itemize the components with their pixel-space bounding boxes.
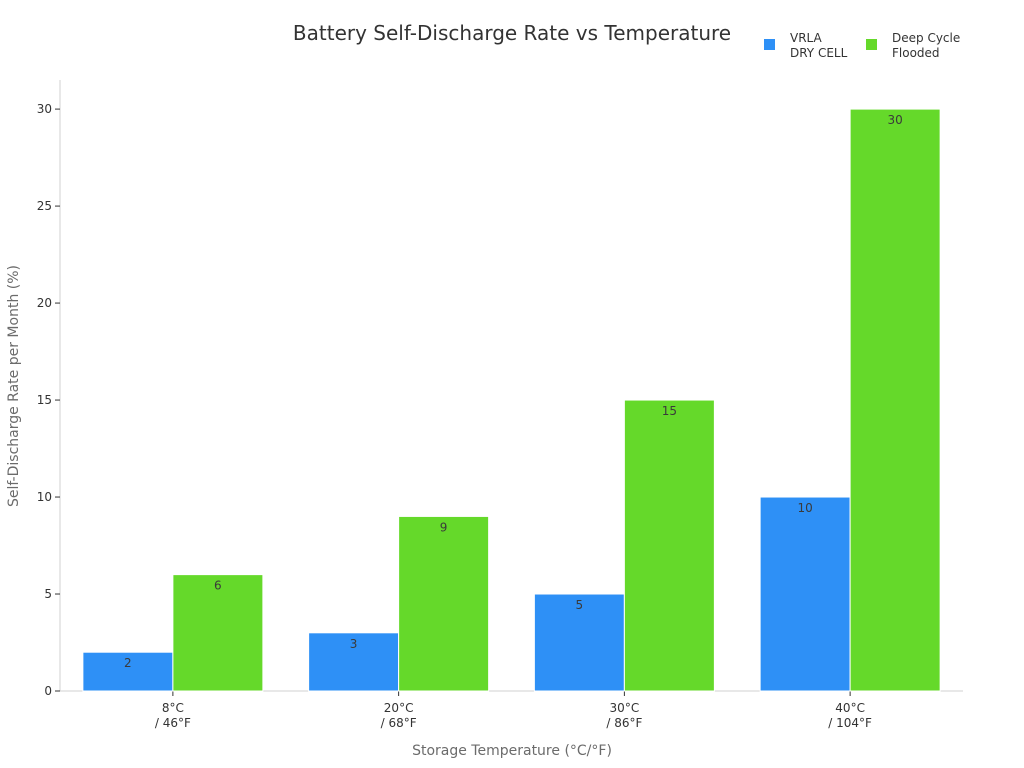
legend-swatch: [866, 39, 877, 50]
legend-label: Deep Cycle Flooded: [892, 31, 960, 60]
y-tick-label: 20: [37, 296, 52, 310]
x-tick-label-line: 8°C: [162, 701, 184, 715]
x-tick-label-line: 40°C: [835, 701, 865, 715]
x-tick-label-line: 30°C: [610, 701, 640, 715]
bar: [759, 496, 851, 692]
x-tick-label-line: / 104°F: [828, 716, 872, 730]
y-tick-label: 30: [37, 102, 52, 116]
legend-label-line: Flooded: [892, 46, 940, 60]
x-tick-label-line: 20°C: [384, 701, 414, 715]
x-tick-label: 40°C/ 104°F: [828, 701, 872, 730]
x-axis-label: Storage Temperature (°C/°F): [412, 743, 612, 759]
bar: [849, 108, 941, 692]
bars: [82, 108, 941, 692]
bar: [398, 515, 490, 692]
legend-swatch: [764, 39, 775, 50]
data-label: 15: [662, 404, 677, 418]
bar: [308, 632, 400, 692]
data-label: 10: [797, 501, 812, 515]
y-tick-label: 15: [37, 393, 52, 407]
y-tick-label: 5: [44, 587, 52, 601]
y-tick-label: 10: [37, 490, 52, 504]
x-tick-label-line: / 86°F: [606, 716, 642, 730]
x-tick-label: 20°C/ 68°F: [381, 701, 417, 730]
x-tick-label-line: / 68°F: [381, 716, 417, 730]
y-tick-label: 25: [37, 199, 52, 213]
legend-label: VRLA DRY CELL: [790, 31, 848, 60]
legend-label-line: Deep Cycle: [892, 31, 960, 45]
data-label: 30: [887, 113, 902, 127]
data-label: 3: [350, 637, 358, 651]
data-label: 6: [214, 579, 222, 593]
legend-label-line: VRLA: [790, 31, 823, 45]
x-tick-label: 8°C/ 46°F: [155, 701, 191, 730]
x-tick-label-line: / 46°F: [155, 716, 191, 730]
y-tick-label: 0: [44, 684, 52, 698]
x-tick-label: 30°C/ 86°F: [606, 701, 642, 730]
bar: [172, 574, 264, 692]
data-label: 5: [576, 598, 584, 612]
data-label: 9: [440, 520, 448, 534]
legend: VRLA DRY CELL Deep Cycle Flooded: [764, 31, 960, 60]
bar: [623, 399, 715, 692]
y-axis: 0 5 10 15 20 25 30: [37, 80, 61, 698]
x-axis: 8°C/ 46°F 20°C/ 68°F 30°C/ 86°F 40°C/ 104°F: [60, 690, 963, 730]
data-labels: 2 6 3 9 5 15 10 30: [124, 113, 903, 670]
data-label: 2: [124, 656, 132, 670]
chart-title: Battery Self-Discharge Rate vs Temperatu…: [293, 21, 731, 45]
bar: [533, 593, 625, 692]
y-axis-label: Self-Discharge Rate per Month (%): [6, 265, 22, 507]
legend-label-line: DRY CELL: [790, 46, 848, 60]
